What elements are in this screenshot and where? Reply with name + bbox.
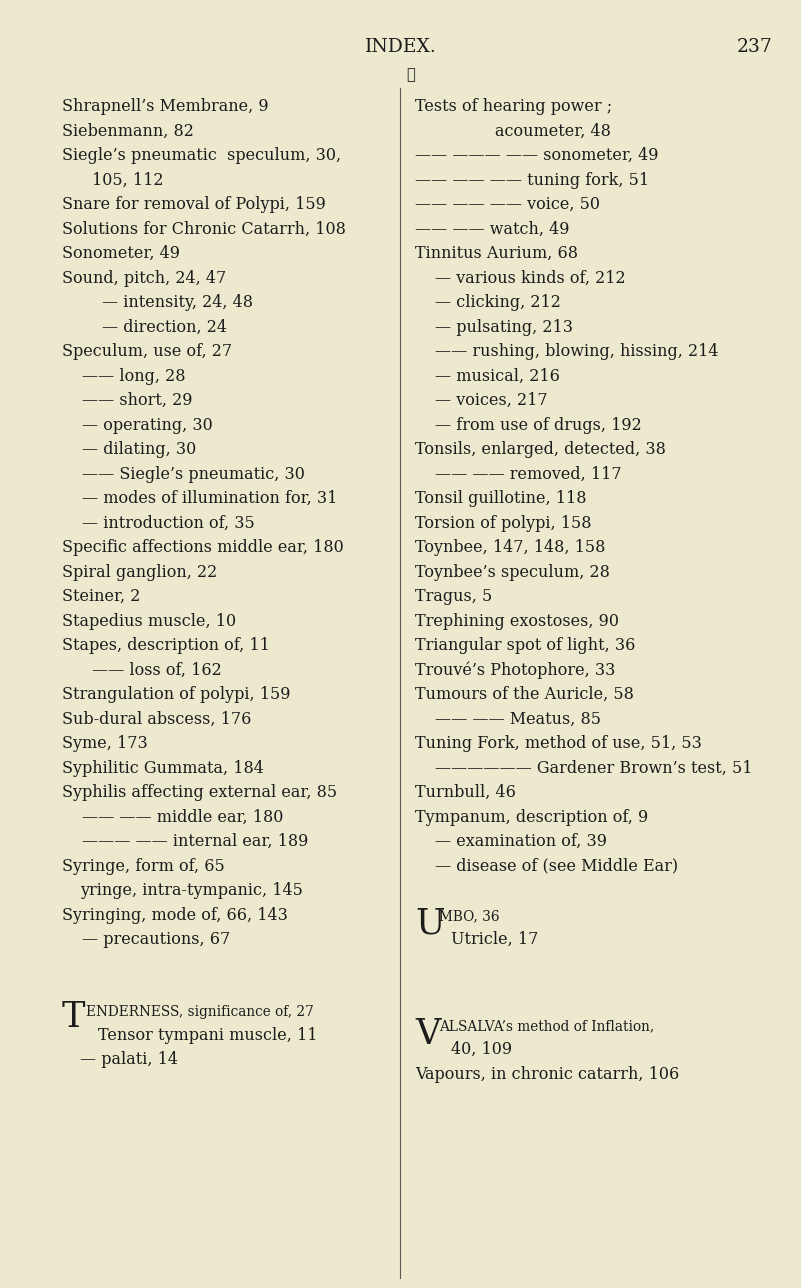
Text: — precautions, 67: — precautions, 67: [82, 931, 230, 948]
Text: Torsion of polypi, 158: Torsion of polypi, 158: [415, 514, 591, 532]
Text: INDEX.: INDEX.: [364, 39, 437, 55]
Text: T: T: [62, 999, 86, 1033]
Text: Syphilis affecting external ear, 85: Syphilis affecting external ear, 85: [62, 784, 337, 801]
Text: —— short, 29: —— short, 29: [82, 392, 192, 410]
Text: ENDERNESS, significance of, 27: ENDERNESS, significance of, 27: [86, 1005, 314, 1019]
Text: —— —— watch, 49: —— —— watch, 49: [415, 220, 570, 237]
Text: —— Siegle’s pneumatic, 30: —— Siegle’s pneumatic, 30: [82, 465, 305, 483]
Text: Tonsils, enlarged, detected, 38: Tonsils, enlarged, detected, 38: [415, 440, 666, 459]
Text: —— loss of, 162: —— loss of, 162: [92, 662, 222, 679]
Text: 40, 109: 40, 109: [451, 1041, 512, 1059]
Text: Spiral ganglion, 22: Spiral ganglion, 22: [62, 564, 217, 581]
Text: Syringing, mode of, 66, 143: Syringing, mode of, 66, 143: [62, 907, 288, 923]
Text: — introduction of, 35: — introduction of, 35: [82, 514, 255, 532]
Text: Tensor tympani muscle, 11: Tensor tympani muscle, 11: [98, 1027, 317, 1043]
Text: Tonsil guillotine, 118: Tonsil guillotine, 118: [415, 489, 586, 507]
Text: Tragus, 5: Tragus, 5: [415, 589, 493, 605]
Text: — disease of (see Middle Ear): — disease of (see Middle Ear): [435, 858, 678, 875]
Text: — direction, 24: — direction, 24: [102, 318, 227, 335]
Text: —— —— Meatus, 85: —— —— Meatus, 85: [435, 711, 601, 728]
Text: —— rushing, blowing, hissing, 214: —— rushing, blowing, hissing, 214: [435, 343, 718, 361]
Text: Stapes, description of, 11: Stapes, description of, 11: [62, 638, 270, 654]
Text: —— long, 28: —— long, 28: [82, 367, 186, 385]
Text: — intensity, 24, 48: — intensity, 24, 48: [102, 294, 253, 310]
Text: ALSALVA’s method of Inflation,: ALSALVA’s method of Inflation,: [439, 1020, 654, 1034]
Text: 237: 237: [737, 39, 773, 55]
Text: Siegle’s pneumatic  speculum, 30,: Siegle’s pneumatic speculum, 30,: [62, 147, 341, 164]
Text: U: U: [415, 907, 445, 940]
Text: Toynbee, 147, 148, 158: Toynbee, 147, 148, 158: [415, 538, 606, 556]
Text: Turnbull, 46: Turnbull, 46: [415, 784, 516, 801]
Text: Tuning Fork, method of use, 51, 53: Tuning Fork, method of use, 51, 53: [415, 735, 702, 752]
Text: acoumeter, 48: acoumeter, 48: [495, 122, 611, 139]
Text: ——— —— internal ear, 189: ——— —— internal ear, 189: [82, 833, 308, 850]
Text: Snare for removal of Polypi, 159: Snare for removal of Polypi, 159: [62, 196, 326, 213]
Text: —— —— removed, 117: —— —— removed, 117: [435, 465, 622, 483]
Text: ℓ: ℓ: [406, 68, 415, 82]
Text: — various kinds of, 212: — various kinds of, 212: [435, 269, 626, 286]
Text: Utricle, 17: Utricle, 17: [451, 931, 538, 948]
Text: Trouvé’s Photophore, 33: Trouvé’s Photophore, 33: [415, 662, 615, 679]
Text: — dilating, 30: — dilating, 30: [82, 440, 196, 459]
Text: — from use of drugs, 192: — from use of drugs, 192: [435, 416, 642, 434]
Text: —— —— —— tuning fork, 51: —— —— —— tuning fork, 51: [415, 171, 649, 188]
Text: — voices, 217: — voices, 217: [435, 392, 548, 410]
Text: Tympanum, description of, 9: Tympanum, description of, 9: [415, 809, 648, 826]
Text: yringe, intra-tympanic, 145: yringe, intra-tympanic, 145: [80, 882, 303, 899]
Text: Siebenmann, 82: Siebenmann, 82: [62, 122, 194, 139]
Text: Toynbee’s speculum, 28: Toynbee’s speculum, 28: [415, 564, 610, 581]
Text: MBO, 36: MBO, 36: [439, 909, 500, 923]
Text: — palati, 14: — palati, 14: [80, 1051, 178, 1068]
Text: —————— Gardener Brown’s test, 51: —————— Gardener Brown’s test, 51: [435, 760, 752, 777]
Text: Speculum, use of, 27: Speculum, use of, 27: [62, 343, 232, 361]
Text: Steiner, 2: Steiner, 2: [62, 589, 140, 605]
Text: —— —— middle ear, 180: —— —— middle ear, 180: [82, 809, 284, 826]
Text: V: V: [415, 1016, 441, 1051]
Text: Sound, pitch, 24, 47: Sound, pitch, 24, 47: [62, 269, 226, 286]
Text: Strangulation of polypi, 159: Strangulation of polypi, 159: [62, 687, 291, 703]
Text: Sonometer, 49: Sonometer, 49: [62, 245, 180, 261]
Text: Tests of hearing power ;: Tests of hearing power ;: [415, 98, 612, 115]
Text: Syphilitic Gummata, 184: Syphilitic Gummata, 184: [62, 760, 264, 777]
Text: — clicking, 212: — clicking, 212: [435, 294, 561, 310]
Text: Vapours, in chronic catarrh, 106: Vapours, in chronic catarrh, 106: [415, 1065, 679, 1083]
Text: Shrapnell’s Membrane, 9: Shrapnell’s Membrane, 9: [62, 98, 268, 115]
Text: — pulsating, 213: — pulsating, 213: [435, 318, 573, 335]
Text: Trephining exostoses, 90: Trephining exostoses, 90: [415, 613, 619, 630]
Text: Syme, 173: Syme, 173: [62, 735, 147, 752]
Text: Syringe, form of, 65: Syringe, form of, 65: [62, 858, 225, 875]
Text: Tinnitus Aurium, 68: Tinnitus Aurium, 68: [415, 245, 578, 261]
Text: — operating, 30: — operating, 30: [82, 416, 213, 434]
Text: —— —— —— voice, 50: —— —— —— voice, 50: [415, 196, 600, 213]
Text: — modes of illumination for, 31: — modes of illumination for, 31: [82, 489, 337, 507]
Text: Specific affections middle ear, 180: Specific affections middle ear, 180: [62, 538, 344, 556]
Text: 105, 112: 105, 112: [92, 171, 163, 188]
Text: Tumours of the Auricle, 58: Tumours of the Auricle, 58: [415, 687, 634, 703]
Text: — examination of, 39: — examination of, 39: [435, 833, 607, 850]
Text: Triangular spot of light, 36: Triangular spot of light, 36: [415, 638, 635, 654]
Text: — musical, 216: — musical, 216: [435, 367, 560, 385]
Text: Stapedius muscle, 10: Stapedius muscle, 10: [62, 613, 236, 630]
Text: Sub-dural abscess, 176: Sub-dural abscess, 176: [62, 711, 252, 728]
Text: —— ——— —— sonometer, 49: —— ——— —— sonometer, 49: [415, 147, 658, 164]
Text: Solutions for Chronic Catarrh, 108: Solutions for Chronic Catarrh, 108: [62, 220, 346, 237]
